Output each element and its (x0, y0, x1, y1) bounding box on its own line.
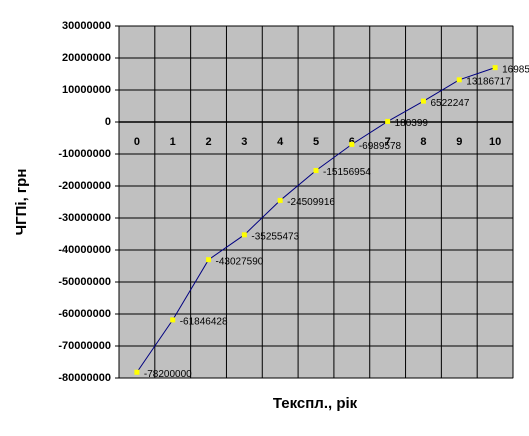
data-label: -43027590 (216, 256, 264, 267)
y-tick-label: 0 (105, 116, 111, 128)
x-tick-label: 1 (170, 136, 176, 148)
y-tick-label: -60000000 (58, 308, 111, 320)
data-label: -78200000 (144, 369, 192, 380)
data-label: 13186717 (466, 76, 511, 87)
plot-area (118, 25, 514, 379)
x-tick-label: 9 (456, 136, 462, 148)
y-tick-label: -30000000 (58, 212, 111, 224)
y-tick-label: 20000000 (62, 52, 111, 64)
y-tick-label: -40000000 (58, 244, 111, 256)
y-axis-title: ЧГПі, грн (13, 169, 30, 236)
x-tick-label: 10 (489, 136, 501, 148)
x-axis-title: Текспл., рік (273, 395, 358, 412)
data-label: 6522247 (430, 98, 469, 109)
x-tick-label: 8 (420, 136, 426, 148)
data-label: -6989578 (359, 141, 402, 152)
data-label: -24509916 (287, 197, 335, 208)
y-tick-label: 30000000 (62, 20, 111, 32)
data-label: 180399 (395, 118, 429, 129)
y-tick-label: 10000000 (62, 84, 111, 96)
marker (385, 118, 391, 124)
data-label: -61846428 (180, 317, 228, 328)
data-label: -35255473 (251, 231, 299, 242)
marker (206, 257, 212, 263)
x-tick-label: 0 (134, 136, 140, 148)
y-tick-label: -80000000 (58, 372, 111, 384)
x-tick-label: 5 (313, 136, 319, 148)
marker (420, 98, 426, 104)
y-tick-label: -70000000 (58, 340, 111, 352)
x-tick-label: 3 (241, 136, 247, 148)
marker (241, 232, 247, 238)
y-tick-label: -50000000 (58, 276, 111, 288)
x-tick-label: 2 (205, 136, 211, 148)
marker (170, 317, 176, 323)
marker (313, 168, 319, 174)
y-tick-label: -10000000 (58, 148, 111, 160)
marker (277, 197, 283, 203)
data-label: 16985520 (502, 64, 529, 75)
x-tick-label: 4 (277, 136, 284, 148)
data-label: -15156954 (323, 167, 371, 178)
x-tick-label: 7 (385, 136, 391, 148)
marker (456, 77, 462, 83)
marker (134, 369, 140, 375)
y-tick-label: -20000000 (58, 180, 111, 192)
marker (492, 65, 498, 71)
marker (349, 141, 355, 147)
